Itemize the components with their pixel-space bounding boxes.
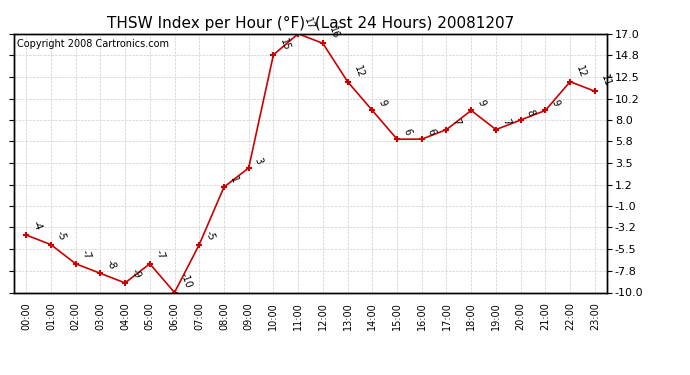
Text: 6: 6 <box>401 127 413 136</box>
Text: -8: -8 <box>104 258 117 270</box>
Text: -5: -5 <box>204 229 216 242</box>
Text: -7: -7 <box>80 248 92 261</box>
Text: 7: 7 <box>451 117 462 127</box>
Text: 12: 12 <box>352 64 366 79</box>
Text: 9: 9 <box>475 99 487 108</box>
Title: THSW Index per Hour (°F)  (Last 24 Hours) 20081207: THSW Index per Hour (°F) (Last 24 Hours)… <box>107 16 514 31</box>
Text: -5: -5 <box>55 229 68 242</box>
Text: 9: 9 <box>377 99 388 108</box>
Text: -9: -9 <box>129 268 142 280</box>
Text: 16: 16 <box>327 26 341 40</box>
Text: 12: 12 <box>574 64 588 79</box>
Text: 7: 7 <box>500 117 512 127</box>
Text: 9: 9 <box>549 99 561 108</box>
Text: -10: -10 <box>179 272 193 290</box>
Text: 15: 15 <box>277 37 291 52</box>
Text: -7: -7 <box>154 248 167 261</box>
Text: Copyright 2008 Cartronics.com: Copyright 2008 Cartronics.com <box>17 39 169 49</box>
Text: 1: 1 <box>228 175 239 184</box>
Text: 11: 11 <box>599 74 613 88</box>
Text: 3: 3 <box>253 156 264 165</box>
Text: -4: -4 <box>30 220 43 232</box>
Text: 17: 17 <box>302 16 316 31</box>
Text: 6: 6 <box>426 127 437 136</box>
Text: 8: 8 <box>525 108 536 117</box>
